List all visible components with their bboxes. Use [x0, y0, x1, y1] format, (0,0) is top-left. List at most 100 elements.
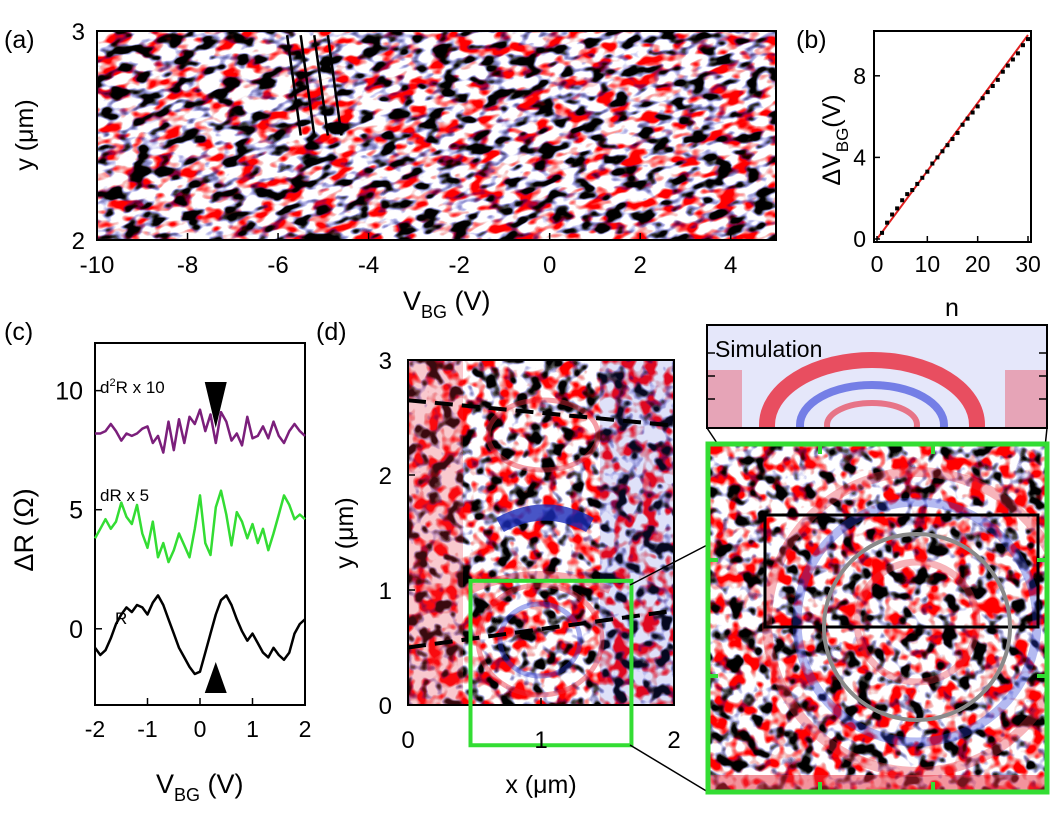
panel-b-xlabel: n [945, 294, 959, 322]
panel-d-heatmap [408, 360, 674, 705]
panel-label-d: (d) [316, 318, 347, 346]
zoom-frame-ticks [708, 444, 1047, 792]
b-data-point [1005, 63, 1010, 68]
panel-a-frame [96, 30, 777, 241]
b-ytick-label: 4 [853, 144, 866, 170]
c-series-line [95, 408, 306, 454]
panel-label-c: (c) [4, 318, 33, 346]
zoom-connector-bottom [629, 744, 709, 793]
b-data-point [980, 96, 985, 101]
panel-c-ylabel: ΔR (Ω) [9, 488, 39, 571]
b-data-point [995, 77, 1000, 82]
label-r: R [115, 609, 127, 628]
d-xtick-label: 2 [667, 727, 680, 754]
b-data-point [970, 110, 975, 115]
c-xtick-label: 0 [194, 716, 207, 742]
simulation-inset [707, 325, 1047, 428]
panel-c-xlabel: VBG (V) [156, 769, 244, 805]
b-data-point [900, 198, 905, 203]
c-xtick-label: -2 [85, 716, 105, 742]
d-xtick-label: 1 [534, 727, 547, 754]
b-fit-line [876, 34, 1029, 240]
d-ytick-label: 1 [379, 578, 392, 605]
zoom-frame [705, 441, 1050, 795]
b-data-point [925, 169, 930, 174]
panel-c-frame [94, 342, 306, 706]
a-ytick-label: 2 [72, 228, 85, 255]
panel-label-b: (b) [796, 26, 827, 54]
b-data-point [885, 220, 890, 225]
b-data-point [950, 137, 955, 142]
a-xtick-label: -6 [267, 252, 288, 279]
c-ytick-label: 5 [69, 497, 83, 525]
zoom-circle [822, 532, 1012, 722]
b-data-point [990, 84, 995, 88]
b-data-point [880, 230, 885, 235]
c-series-line [93, 489, 306, 564]
b-data-point [935, 155, 940, 160]
b-data-point [930, 161, 935, 166]
b-data-point [895, 206, 900, 211]
d-xtick-label: 0 [401, 727, 414, 754]
a-overlay-line [313, 35, 330, 136]
b-data-point [910, 188, 915, 193]
b-data-point [1000, 69, 1005, 74]
b-data-point [975, 104, 980, 109]
d-ytick-label: 3 [379, 348, 392, 375]
b-data-point [985, 90, 990, 95]
b-xtick-label: 20 [965, 251, 991, 277]
b-xtick-label: 30 [1015, 251, 1041, 277]
b-data-point [890, 212, 895, 217]
c-xtick-label: 1 [246, 716, 259, 742]
c-marker-down [204, 382, 227, 428]
panel-a-ylabel: y (μm) [11, 99, 39, 170]
label-d2r: d2R x 10 [100, 377, 165, 397]
a-xtick-label: -4 [358, 252, 379, 279]
b-ytick-label: 0 [853, 226, 866, 252]
d-zoom-region-box [468, 578, 634, 748]
c-marker-up [204, 662, 227, 693]
a-overlay-line [285, 35, 302, 136]
b-data-point [1020, 43, 1025, 48]
zoom-highlight-box [763, 513, 1040, 629]
a-ytick-label: 3 [72, 19, 85, 46]
c-series-line [93, 594, 306, 676]
b-data-point [915, 181, 920, 186]
a-xtick-label: -10 [80, 252, 115, 279]
d-ytick-label: 2 [379, 463, 392, 490]
d-ytick-label: 0 [379, 693, 392, 720]
b-xtick-label: 10 [915, 251, 941, 277]
a-xtick-label: 2 [634, 252, 647, 279]
b-data-point [960, 122, 965, 127]
a-overlay-line [326, 35, 343, 136]
panel-a-xlabel: VBG (V) [403, 286, 491, 322]
panel-a-heatmap [97, 31, 776, 240]
b-data-point [920, 175, 925, 180]
a-xtick-label: -8 [177, 252, 198, 279]
simulation-label: Simulation [715, 336, 822, 362]
b-data-point [945, 143, 950, 148]
c-ytick-label: 0 [69, 616, 83, 644]
d-dashed-line [407, 398, 675, 428]
a-xtick-label: 0 [543, 252, 556, 279]
a-overlay-line [299, 35, 316, 136]
b-data-point [905, 192, 910, 197]
c-ytick-label: 10 [55, 378, 83, 406]
b-data-point [1015, 51, 1020, 56]
label-dr: dR x 5 [100, 486, 149, 505]
b-data-point [965, 116, 970, 121]
b-data-point [1010, 57, 1015, 62]
panel-d-xlabel: x (μm) [505, 771, 576, 799]
b-ytick-label: 8 [853, 63, 866, 89]
panel-b-ylabel: ΔVBG(V) [818, 94, 852, 185]
panel-d-ylabel: y (μm) [331, 497, 359, 568]
b-data-point [955, 130, 960, 135]
panel-label-a: (a) [4, 26, 35, 54]
b-xtick-label: 0 [871, 251, 884, 277]
c-xtick-label: 2 [299, 716, 312, 742]
a-xtick-label: -2 [448, 252, 469, 279]
b-data-point [1026, 37, 1030, 42]
b-data-point [940, 149, 945, 154]
a-xtick-label: 4 [724, 252, 737, 279]
